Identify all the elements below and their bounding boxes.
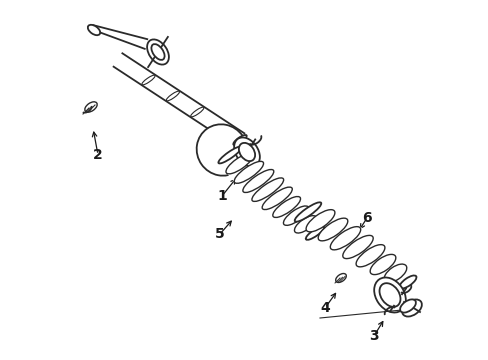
Ellipse shape — [342, 235, 372, 258]
Ellipse shape — [329, 227, 360, 250]
Ellipse shape — [379, 283, 400, 307]
Ellipse shape — [234, 138, 259, 167]
Text: 2: 2 — [93, 148, 102, 162]
Ellipse shape — [196, 124, 247, 176]
Ellipse shape — [318, 218, 347, 241]
Text: 5: 5 — [215, 227, 224, 241]
Ellipse shape — [294, 202, 321, 222]
Polygon shape — [113, 53, 244, 147]
Ellipse shape — [88, 25, 100, 35]
Polygon shape — [298, 199, 415, 293]
Ellipse shape — [233, 135, 246, 145]
Ellipse shape — [399, 275, 416, 288]
Text: 1: 1 — [217, 189, 226, 203]
Ellipse shape — [294, 216, 316, 233]
Ellipse shape — [84, 102, 97, 112]
Text: 3: 3 — [368, 329, 378, 343]
Ellipse shape — [272, 197, 300, 217]
Ellipse shape — [151, 44, 164, 60]
Ellipse shape — [225, 153, 252, 174]
Ellipse shape — [335, 274, 346, 283]
Ellipse shape — [218, 147, 241, 163]
Ellipse shape — [355, 245, 384, 267]
Ellipse shape — [239, 143, 255, 161]
Ellipse shape — [243, 170, 273, 193]
Text: 4: 4 — [320, 301, 329, 315]
Ellipse shape — [251, 178, 283, 202]
Ellipse shape — [262, 187, 292, 210]
Ellipse shape — [305, 226, 324, 240]
Text: 6: 6 — [362, 211, 371, 225]
Ellipse shape — [401, 300, 421, 316]
Ellipse shape — [373, 278, 405, 312]
Ellipse shape — [147, 40, 168, 64]
Ellipse shape — [369, 255, 395, 275]
Ellipse shape — [234, 161, 263, 183]
Ellipse shape — [190, 107, 203, 117]
Ellipse shape — [283, 206, 308, 225]
Ellipse shape — [399, 300, 415, 312]
Polygon shape — [91, 25, 147, 49]
Ellipse shape — [384, 264, 406, 282]
Ellipse shape — [142, 75, 155, 85]
Ellipse shape — [166, 91, 179, 101]
Ellipse shape — [305, 210, 334, 232]
Polygon shape — [220, 145, 323, 243]
